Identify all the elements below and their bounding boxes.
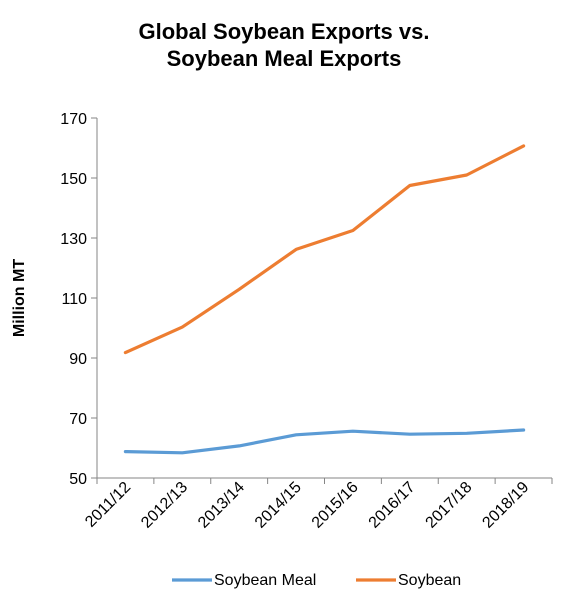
y-tick-label: 50 — [69, 471, 87, 488]
x-tick-label: 2015/16 — [309, 479, 362, 532]
chart-title-line-1: Global Soybean Exports vs. — [138, 19, 430, 44]
series-line-1 — [123, 144, 526, 355]
y-tick-label: 170 — [60, 111, 87, 128]
series-layer — [123, 144, 526, 455]
y-tick-label: 130 — [60, 231, 87, 248]
chart-title-line-2: Soybean Meal Exports — [166, 46, 402, 71]
chart-title: Global Soybean Exports vs. Soybean Meal … — [0, 18, 568, 72]
x-tick-label: 2014/15 — [252, 479, 305, 532]
series-line-0 — [123, 428, 526, 455]
y-tick-label: 110 — [61, 291, 87, 308]
y-tick-label: 150 — [60, 171, 87, 188]
x-tick-label: 2018/19 — [479, 479, 532, 532]
x-tick-label: 2017/18 — [423, 479, 476, 532]
legend: Soybean Meal Soybean — [172, 572, 461, 589]
y-axis-title: Million MT — [11, 259, 28, 337]
x-tick-label: 2013/14 — [195, 479, 248, 532]
y-tick-label: 70 — [69, 411, 87, 428]
x-tick-label: 2012/13 — [138, 479, 191, 532]
y-tick-label: 90 — [69, 351, 87, 368]
x-tick-label: 2016/17 — [366, 479, 419, 532]
legend-label-0: Soybean Meal — [214, 572, 316, 589]
legend-label-1: Soybean — [398, 572, 461, 589]
x-tick-label: 2011/12 — [82, 479, 134, 531]
